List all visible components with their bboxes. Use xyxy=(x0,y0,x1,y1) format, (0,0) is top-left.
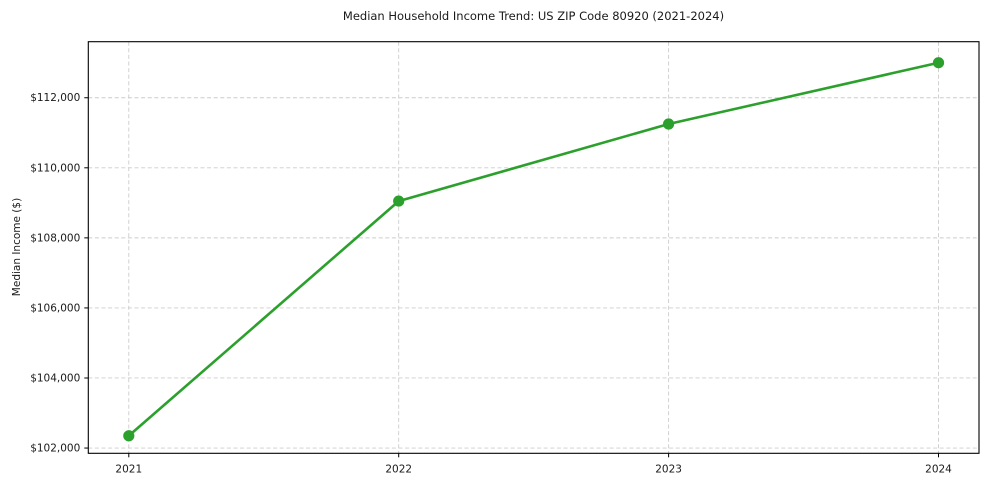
plot-border xyxy=(87,41,980,454)
x-tick-label: 2022 xyxy=(385,463,412,475)
data-point-2021 xyxy=(123,430,135,442)
y-tick-label: $102,000 xyxy=(30,443,80,455)
data-point-2024 xyxy=(932,57,945,69)
x-tick-label: 2023 xyxy=(655,463,682,475)
data-point-2023 xyxy=(663,118,675,130)
y-tick-label: $110,000 xyxy=(30,162,80,174)
trend-line xyxy=(127,61,940,438)
y-tick-label: $104,000 xyxy=(30,372,80,384)
y-tick-label: $106,000 xyxy=(30,302,80,314)
y-tick-label: $108,000 xyxy=(30,232,80,244)
data-point-2022 xyxy=(393,195,405,207)
y-tick-label: $112,000 xyxy=(30,92,80,104)
x-tick-label: 2024 xyxy=(925,463,952,475)
chart-title: Median Household Income Trend: US ZIP Co… xyxy=(342,9,725,23)
x-tick-label: 2021 xyxy=(115,463,142,475)
